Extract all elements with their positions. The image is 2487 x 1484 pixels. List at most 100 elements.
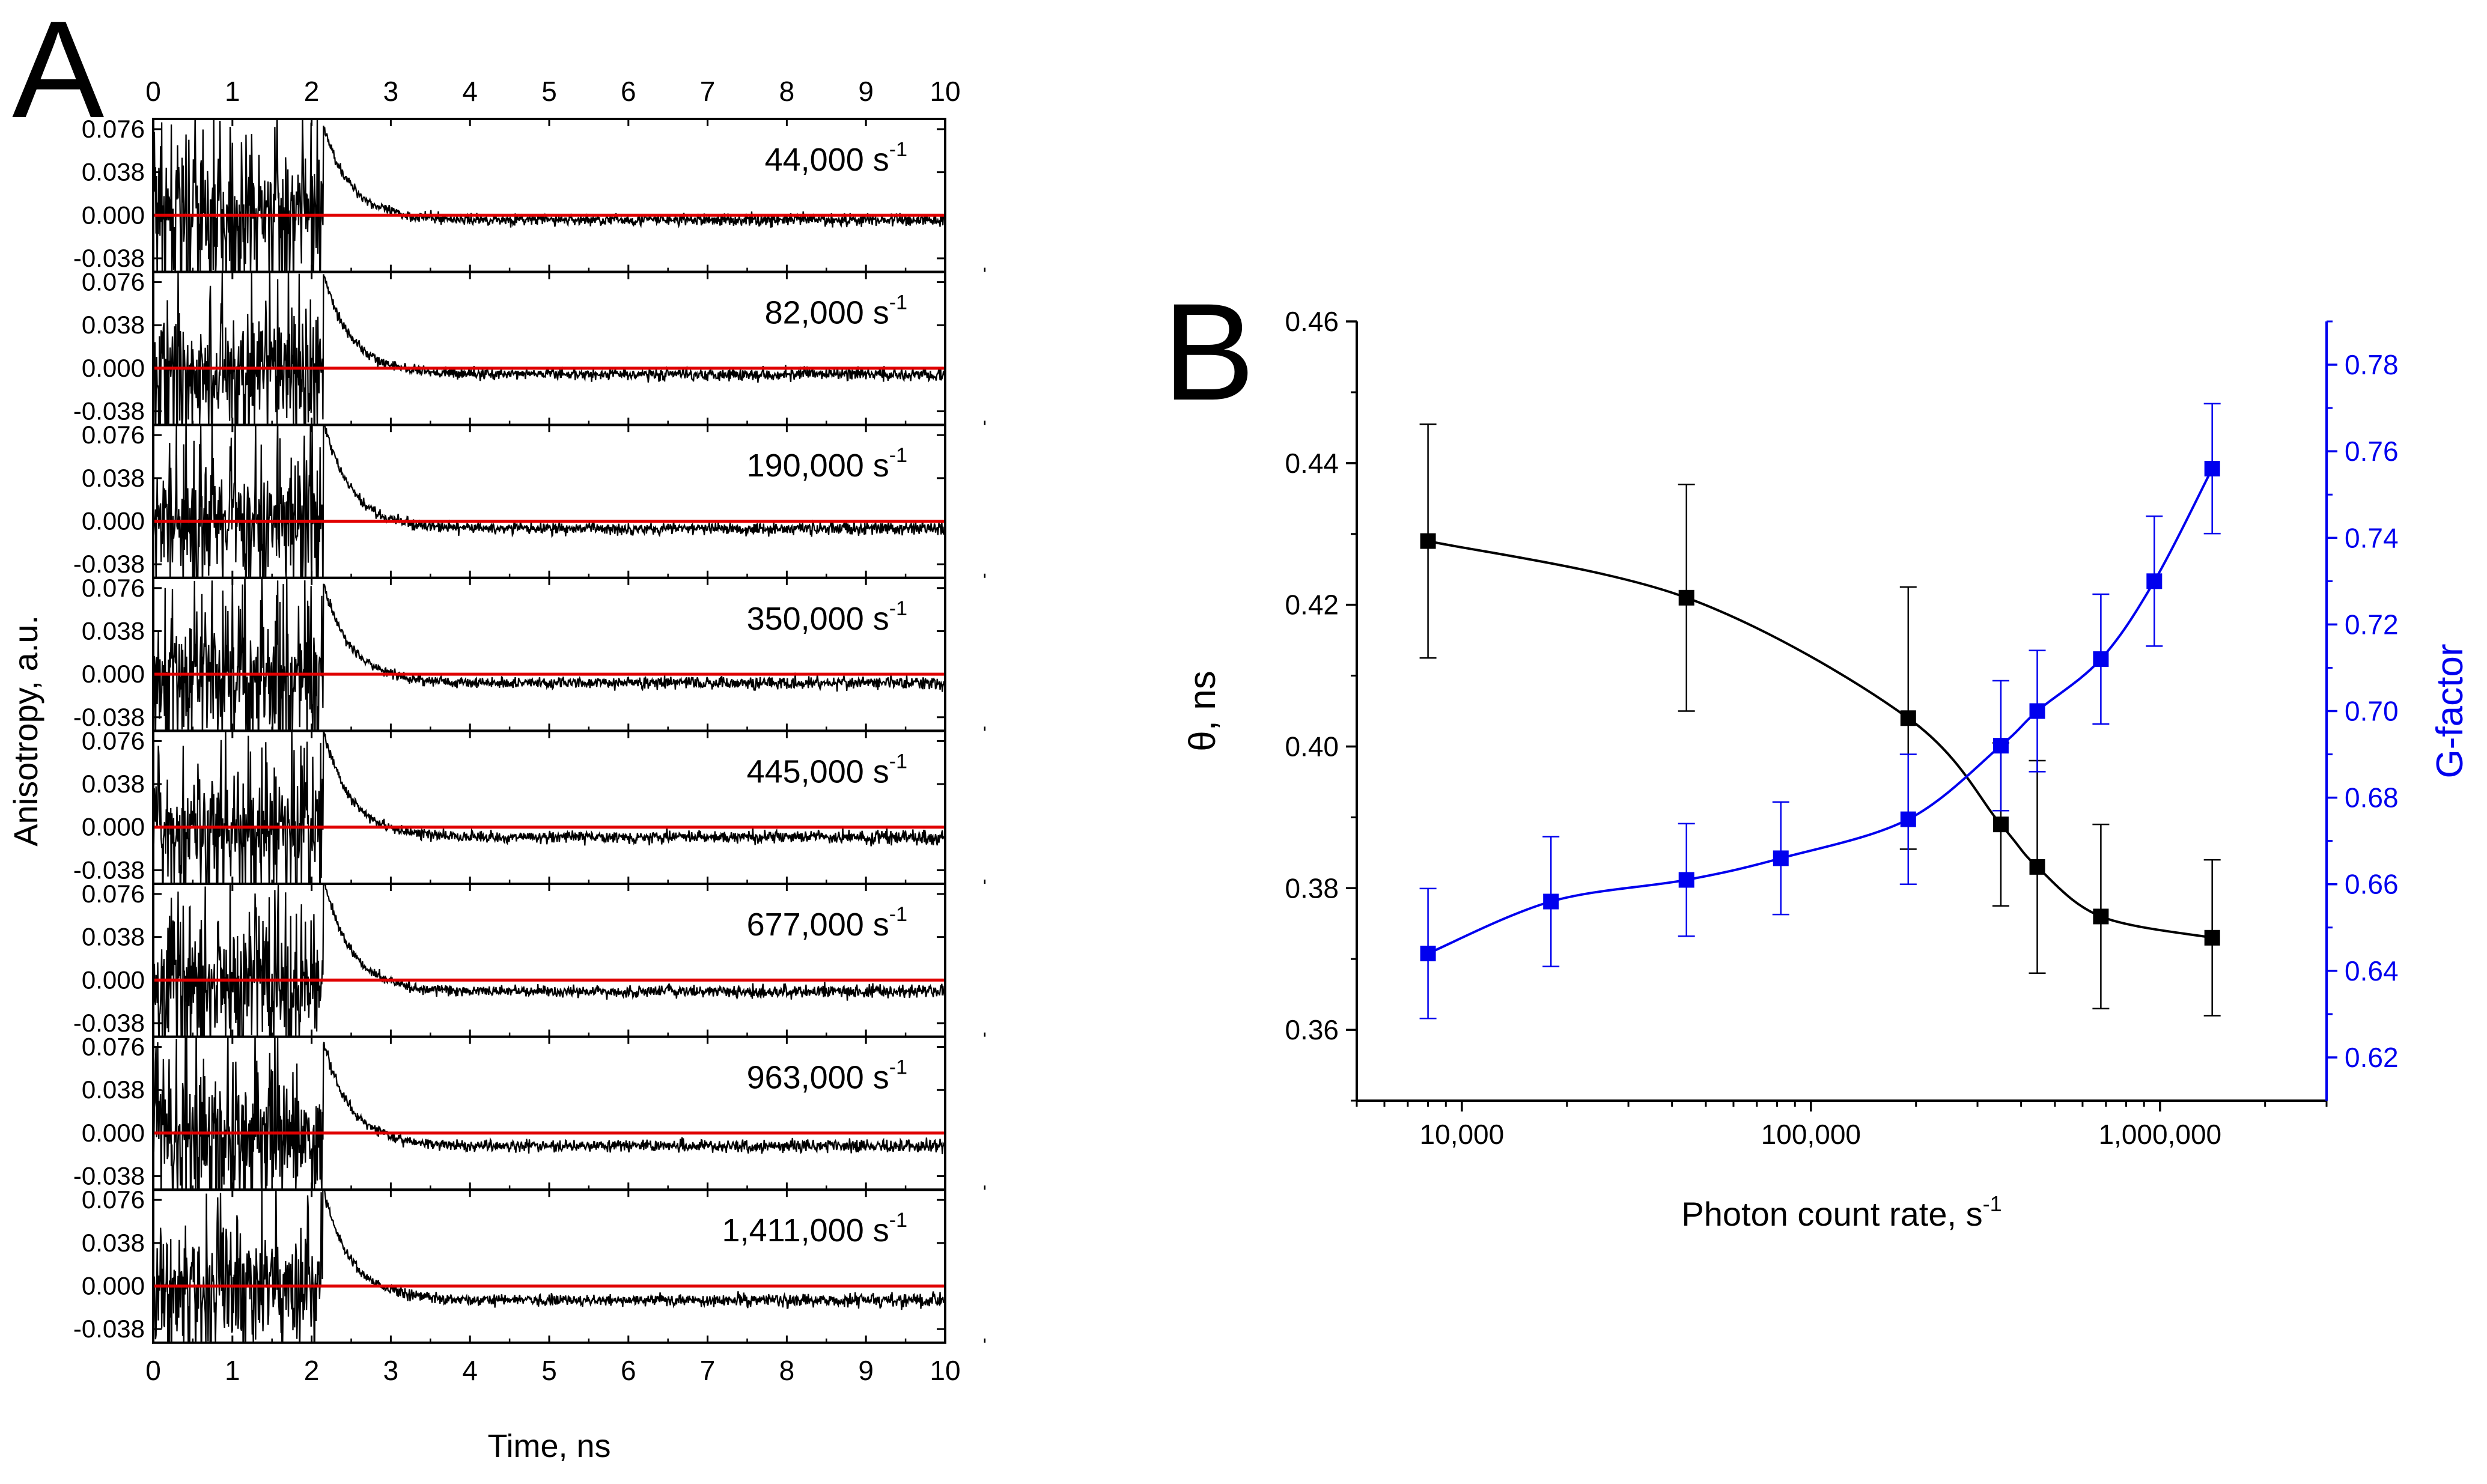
y-tick-label: 0.038 <box>82 464 145 492</box>
g-factor-fit-curve <box>1427 468 2214 955</box>
y-tick-label: -0.038 <box>73 397 145 425</box>
x-tick-label-bottom: 2 <box>304 1355 320 1386</box>
right-y-tick-label: 0.66 <box>2345 869 2399 900</box>
x-tick-label-top: 0 <box>145 76 161 107</box>
y-tick-label: -0.038 <box>73 1009 145 1037</box>
y-tick-label: -0.038 <box>73 1315 145 1343</box>
y-tick-label: 0.076 <box>82 880 145 908</box>
count-rate-label: 190,000 s-1 <box>747 444 907 484</box>
g-factor-data-point <box>2204 460 2220 476</box>
y-tick-label: 0.038 <box>82 1075 145 1104</box>
panel-b-label: B <box>1163 275 1255 429</box>
y-tick-label: 0.038 <box>82 311 145 339</box>
right-y-tick-label: 0.78 <box>2345 349 2399 380</box>
left-y-tick-label: 0.38 <box>1285 872 1339 904</box>
count-rate-value: 445,000 s <box>747 753 889 789</box>
x-tick-label-bottom: 3 <box>383 1355 399 1386</box>
y-tick-label: 0.038 <box>82 158 145 186</box>
count-rate-value: 350,000 s <box>747 601 889 637</box>
x-axis-title-text: Photon count rate, s <box>1681 1195 1982 1233</box>
y-tick-label: 0.038 <box>82 1229 145 1257</box>
x-tick-label: 1,000,000 <box>2098 1119 2221 1150</box>
count-rate-value: 190,000 s <box>747 448 889 484</box>
count-rate-label: 445,000 s-1 <box>747 750 907 789</box>
y-tick-label: 0.038 <box>82 770 145 798</box>
x-tick-label-bottom: 0 <box>145 1355 161 1386</box>
y-tick-label: -0.038 <box>73 856 145 884</box>
left-y-axis-title: θ, ns <box>1182 671 1223 751</box>
g-factor-data-point <box>1678 872 1694 888</box>
right-y-tick-label: 0.76 <box>2345 436 2399 467</box>
count-rate-superscript: -1 <box>889 291 907 314</box>
count-rate-superscript: -1 <box>889 444 907 467</box>
theta-data-point <box>1420 533 1436 549</box>
theta-data-point <box>2204 929 2220 946</box>
right-y-axis-title: G-factor <box>2429 644 2471 779</box>
y-tick-label: 0.000 <box>82 507 145 535</box>
anisotropy-trace <box>153 119 945 272</box>
right-y-tick-label: 0.64 <box>2345 955 2399 987</box>
g-factor-data-point <box>1992 738 2009 754</box>
count-rate-label: 82,000 s-1 <box>765 291 907 331</box>
y-tick-label: -0.038 <box>73 1162 145 1190</box>
y-tick-label: 0.000 <box>82 660 145 688</box>
count-rate-superscript: -1 <box>889 1056 907 1079</box>
theta-fit-curve <box>1428 540 2213 939</box>
right-y-tick-label: 0.72 <box>2345 609 2399 640</box>
x-tick-label-top: 4 <box>462 76 478 107</box>
y-tick-label: 0.000 <box>82 1272 145 1300</box>
anisotropy-trace <box>153 1036 945 1190</box>
g-factor-data-point <box>1420 946 1436 962</box>
x-axis-title: Time, ns <box>487 1428 610 1464</box>
g-factor-data-point <box>2029 703 2045 719</box>
x-tick-label-top: 3 <box>383 76 399 107</box>
y-axis-title: Anisotropy, a.u. <box>7 615 44 847</box>
panel-b-chart: 0.36 0.38 0.40 0.42 0.44 0.46 0.62 0.64 0.66 0.68… <box>1182 306 2471 1233</box>
theta-data-point <box>1678 589 1694 606</box>
g-factor-data-point <box>2146 573 2163 589</box>
y-tick-label: 0.000 <box>82 201 145 229</box>
theta-data-point <box>1992 817 2009 833</box>
theta-data-point <box>2093 908 2109 925</box>
x-axis-title: Photon count rate, s-1 <box>1681 1191 2001 1233</box>
anisotropy-trace <box>153 425 945 578</box>
count-rate-value: 44,000 s <box>765 142 889 178</box>
y-tick-label: 0.076 <box>82 574 145 602</box>
y-tick-label: -0.038 <box>73 244 145 272</box>
count-rate-value: 82,000 s <box>765 295 889 331</box>
y-tick-label: 0.038 <box>82 616 145 645</box>
x-tick-label-top: 2 <box>304 76 320 107</box>
x-tick-label-bottom: 9 <box>858 1355 874 1386</box>
x-tick-label-bottom: 4 <box>462 1355 478 1386</box>
count-rate-label: 44,000 s-1 <box>765 138 907 178</box>
x-tick-label-top: 9 <box>858 76 874 107</box>
x-tick-label-top: 7 <box>700 76 716 107</box>
count-rate-superscript: -1 <box>889 1209 907 1232</box>
right-y-tick-label: 0.70 <box>2345 696 2399 727</box>
theta-data-point <box>1900 710 1916 726</box>
count-rate-value: 1,411,000 s <box>722 1212 889 1248</box>
x-tick-label-bottom: 10 <box>930 1355 960 1386</box>
right-y-tick-label: 0.74 <box>2345 522 2399 553</box>
anisotropy-trace <box>153 884 945 1037</box>
count-rate-superscript: -1 <box>889 597 907 620</box>
count-rate-label: 677,000 s-1 <box>747 903 907 943</box>
left-y-tick-label: 0.44 <box>1285 448 1339 479</box>
y-tick-label: -0.038 <box>73 550 145 578</box>
count-rate-label: 1,411,000 s-1 <box>722 1209 907 1248</box>
g-factor-data-point <box>2093 651 2109 667</box>
left-y-tick-label: 0.36 <box>1285 1014 1339 1045</box>
count-rate-value: 963,000 s <box>747 1060 889 1096</box>
y-tick-label: 0.076 <box>82 726 145 755</box>
x-tick-label-top: 1 <box>225 76 240 107</box>
y-tick-label: 0.000 <box>82 813 145 841</box>
x-tick-label-top: 5 <box>541 76 557 107</box>
right-y-tick-label: 0.68 <box>2345 782 2399 813</box>
y-tick-label: 0.076 <box>82 115 145 143</box>
g-factor-data-point <box>1543 893 1559 910</box>
y-tick-label: 0.000 <box>82 1119 145 1147</box>
x-tick-label-top: 6 <box>621 76 636 107</box>
x-tick-label-bottom: 7 <box>700 1355 716 1386</box>
